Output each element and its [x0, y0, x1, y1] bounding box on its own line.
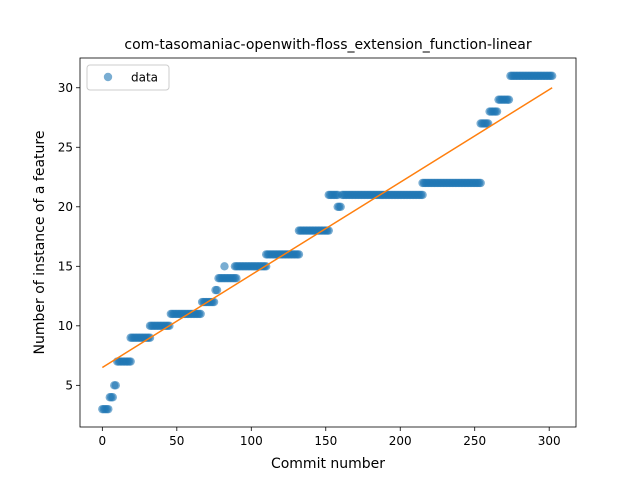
y-tick-label: 25 — [58, 140, 73, 154]
data-point — [504, 95, 514, 104]
data-points — [98, 71, 557, 414]
y-tick-label: 20 — [58, 200, 73, 214]
data-point — [111, 381, 120, 390]
y-tick-label: 15 — [58, 259, 73, 273]
y-axis-label: Number of instance of a feature — [32, 131, 48, 355]
y-tick-label: 30 — [58, 81, 73, 95]
chart-title: com-tasomaniac-openwith-floss_extension_… — [124, 37, 531, 53]
data-point — [108, 393, 117, 402]
y-tick-label: 10 — [58, 319, 73, 333]
legend: data — [86, 64, 170, 91]
data-point — [418, 190, 427, 200]
x-tick-label: 100 — [240, 434, 263, 448]
data-point — [212, 285, 222, 295]
data-point — [232, 274, 241, 283]
x-tick-label: 200 — [389, 434, 412, 448]
y-tick-label: 5 — [65, 378, 73, 392]
data-point — [336, 202, 345, 211]
data-point — [294, 250, 304, 259]
data-point — [492, 107, 502, 116]
x-axis-label: Commit number — [271, 456, 385, 472]
data-point — [104, 404, 113, 414]
linear-fit-line — [101, 87, 553, 369]
legend-box — [86, 64, 170, 91]
x-tick-label: 250 — [463, 434, 486, 448]
x-tick-label: 300 — [538, 434, 561, 448]
x-tick-label: 150 — [314, 434, 337, 448]
axis-ticks: 0 50 100 150 200 250 300 5 10 15 20 25 30 — [58, 81, 561, 448]
legend-marker-data — [103, 72, 113, 82]
legend-label-data: data — [131, 71, 158, 85]
data-point — [126, 357, 135, 366]
data-point — [196, 309, 205, 319]
data-point — [476, 178, 485, 188]
x-tick-label: 0 — [99, 434, 107, 448]
data-point — [220, 262, 229, 271]
fit-line-layer — [101, 87, 553, 369]
plot-area-frame — [79, 57, 577, 428]
x-tick-label: 50 — [169, 434, 184, 448]
data-point — [547, 71, 557, 81]
